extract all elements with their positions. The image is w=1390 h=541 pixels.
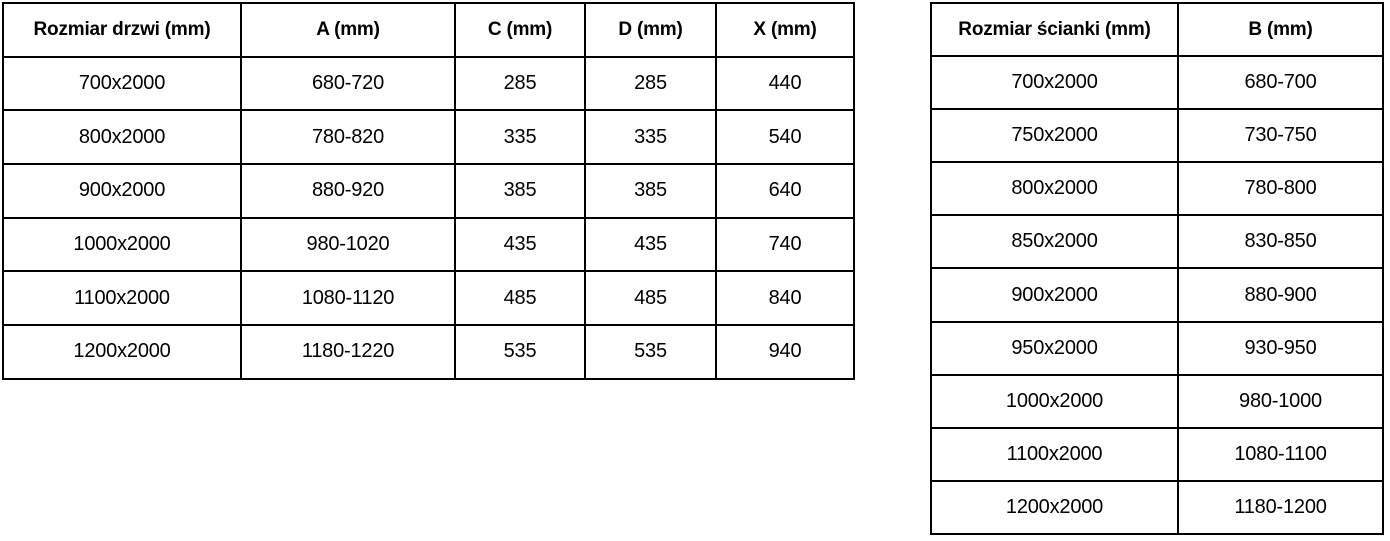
table-row: 1000x2000 980-1020 435 435 740 <box>2 216 855 273</box>
cell-x: 840 <box>715 270 855 327</box>
cell-door-size: 1000x2000 <box>2 216 242 273</box>
door-sizes-table-body: 700x2000 680-720 285 285 440 800x2000 78… <box>2 55 855 380</box>
table-row: 700x2000 680-700 <box>930 55 1384 111</box>
cell-door-size: 800x2000 <box>2 109 242 166</box>
cell-b: 880-900 <box>1177 267 1384 323</box>
cell-d: 435 <box>584 216 717 273</box>
cell-b: 830-850 <box>1177 214 1384 270</box>
table-row: 700x2000 680-720 285 285 440 <box>2 55 855 112</box>
table-row: 750x2000 730-750 <box>930 108 1384 164</box>
door-sizes-table: Rozmiar drzwi (mm) A (mm) C (mm) D (mm) … <box>2 2 855 380</box>
column-header-d: D (mm) <box>584 2 717 58</box>
cell-b: 1080-1100 <box>1177 426 1384 482</box>
table-row: 1000x2000 980-1000 <box>930 373 1384 429</box>
cell-wall-size: 800x2000 <box>930 161 1179 217</box>
cell-door-size: 1100x2000 <box>2 270 242 327</box>
cell-a: 780-820 <box>240 109 456 166</box>
door-sizes-table-head: Rozmiar drzwi (mm) A (mm) C (mm) D (mm) … <box>2 2 855 58</box>
cell-wall-size: 950x2000 <box>930 320 1179 376</box>
column-header-x: X (mm) <box>715 2 855 58</box>
cell-b: 980-1000 <box>1177 373 1384 429</box>
column-header-b: B (mm) <box>1177 1 1384 58</box>
cell-door-size: 900x2000 <box>2 163 242 219</box>
cell-b: 1180-1200 <box>1177 479 1384 535</box>
cell-x: 440 <box>715 55 855 112</box>
cell-door-size: 1200x2000 <box>2 324 242 380</box>
cell-x: 940 <box>715 324 855 380</box>
cell-c: 435 <box>454 216 586 273</box>
table-row: 800x2000 780-800 <box>930 161 1384 217</box>
table-row: 1100x2000 1080-1100 <box>930 426 1384 482</box>
cell-wall-size: 1000x2000 <box>930 373 1179 429</box>
wall-sizes-table-head: Rozmiar ścianki (mm) B (mm) <box>930 1 1384 58</box>
cell-b: 730-750 <box>1177 108 1384 164</box>
cell-c: 535 <box>454 324 586 380</box>
cell-x: 540 <box>715 109 855 166</box>
column-header-a: A (mm) <box>240 2 456 58</box>
cell-wall-size: 900x2000 <box>930 267 1179 323</box>
cell-a: 1180-1220 <box>240 324 456 380</box>
cell-x: 640 <box>715 163 855 219</box>
table-row: 950x2000 930-950 <box>930 320 1384 376</box>
cell-a: 680-720 <box>240 55 456 112</box>
cell-d: 285 <box>584 55 717 112</box>
cell-wall-size: 1200x2000 <box>930 479 1179 535</box>
cell-wall-size: 750x2000 <box>930 108 1179 164</box>
cell-a: 1080-1120 <box>240 270 456 327</box>
column-header-door-size: Rozmiar drzwi (mm) <box>2 2 242 58</box>
cell-wall-size: 1100x2000 <box>930 426 1179 482</box>
table-row: 900x2000 880-900 <box>930 267 1384 323</box>
table-row: 800x2000 780-820 335 335 540 <box>2 109 855 166</box>
door-sizes-table-container: Rozmiar drzwi (mm) A (mm) C (mm) D (mm) … <box>2 2 855 380</box>
cell-wall-size: 850x2000 <box>930 214 1179 270</box>
table-row: 1100x2000 1080-1120 485 485 840 <box>2 270 855 327</box>
cell-b: 680-700 <box>1177 55 1384 111</box>
cell-c: 335 <box>454 109 586 166</box>
table-row: 850x2000 830-850 <box>930 214 1384 270</box>
table-row: 1200x2000 1180-1220 535 535 940 <box>2 324 855 380</box>
table-header-row: Rozmiar ścianki (mm) B (mm) <box>930 1 1384 58</box>
wall-sizes-table-body: 700x2000 680-700 750x2000 730-750 800x20… <box>930 55 1384 535</box>
cell-c: 285 <box>454 55 586 112</box>
table-row: 1200x2000 1180-1200 <box>930 479 1384 535</box>
cell-d: 535 <box>584 324 717 380</box>
wall-sizes-table-container: Rozmiar ścianki (mm) B (mm) 700x2000 680… <box>930 1 1384 535</box>
table-header-row: Rozmiar drzwi (mm) A (mm) C (mm) D (mm) … <box>2 2 855 58</box>
cell-door-size: 700x2000 <box>2 55 242 112</box>
cell-wall-size: 700x2000 <box>930 55 1179 111</box>
cell-c: 485 <box>454 270 586 327</box>
column-header-c: C (mm) <box>454 2 586 58</box>
cell-x: 740 <box>715 216 855 273</box>
column-header-wall-size: Rozmiar ścianki (mm) <box>930 1 1179 58</box>
cell-c: 385 <box>454 163 586 219</box>
cell-d: 485 <box>584 270 717 327</box>
cell-d: 385 <box>584 163 717 219</box>
wall-sizes-table: Rozmiar ścianki (mm) B (mm) 700x2000 680… <box>930 1 1384 535</box>
cell-a: 880-920 <box>240 163 456 219</box>
cell-b: 930-950 <box>1177 320 1384 376</box>
cell-b: 780-800 <box>1177 161 1384 217</box>
cell-a: 980-1020 <box>240 216 456 273</box>
table-row: 900x2000 880-920 385 385 640 <box>2 163 855 219</box>
cell-d: 335 <box>584 109 717 166</box>
